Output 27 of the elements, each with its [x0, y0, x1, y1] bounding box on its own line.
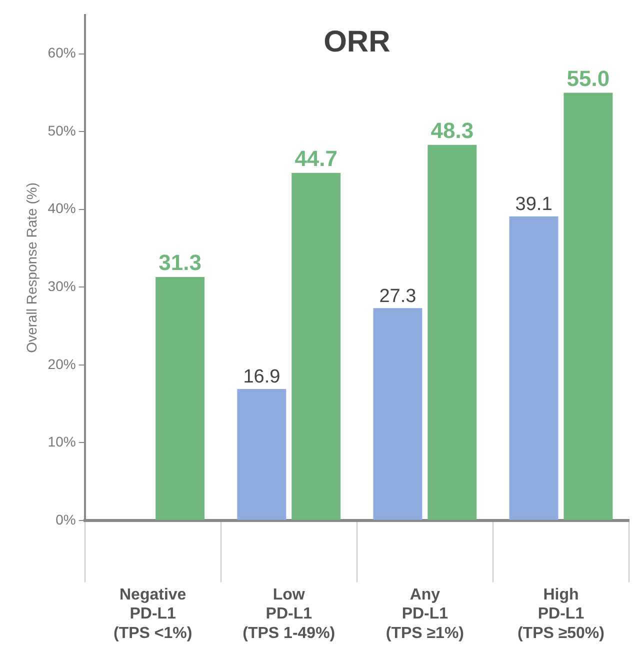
bar	[373, 308, 422, 520]
data-label: 31.3	[158, 250, 202, 276]
data-label: 27.3	[379, 286, 416, 307]
bar	[292, 172, 341, 520]
data-label: 39.1	[515, 194, 552, 216]
y-tick-label: 20%	[48, 356, 76, 372]
bar	[428, 144, 477, 520]
data-label: 55.0	[566, 66, 610, 91]
bar	[156, 277, 205, 520]
y-tick-label: 10%	[48, 434, 76, 450]
data-label: 16.9	[243, 366, 280, 388]
y-tick-label: 50%	[48, 122, 76, 138]
y-tick-label: 40%	[48, 200, 76, 216]
bar	[237, 388, 286, 520]
x-tick-label: Low PD-L1 (TPS 1-49%)	[242, 586, 336, 642]
y-axis-title: Overall Response Rate (%)	[23, 182, 40, 353]
bar	[509, 216, 558, 520]
chart-title: ORR	[324, 25, 391, 58]
y-tick-label: 0%	[56, 511, 76, 528]
data-label: 48.3	[430, 118, 474, 143]
data-label: 44.7	[294, 146, 338, 171]
x-tick-label: High PD-L1 (TPS ≥50%)	[517, 586, 604, 642]
y-tick-label: 30%	[48, 278, 76, 294]
x-tick-label: Any PD-L1 (TPS ≥1%)	[386, 586, 464, 642]
y-tick-label: 60%	[48, 44, 76, 61]
bar	[564, 92, 613, 520]
x-tick-label: Negative PD-L1 (TPS <1%)	[114, 586, 192, 642]
